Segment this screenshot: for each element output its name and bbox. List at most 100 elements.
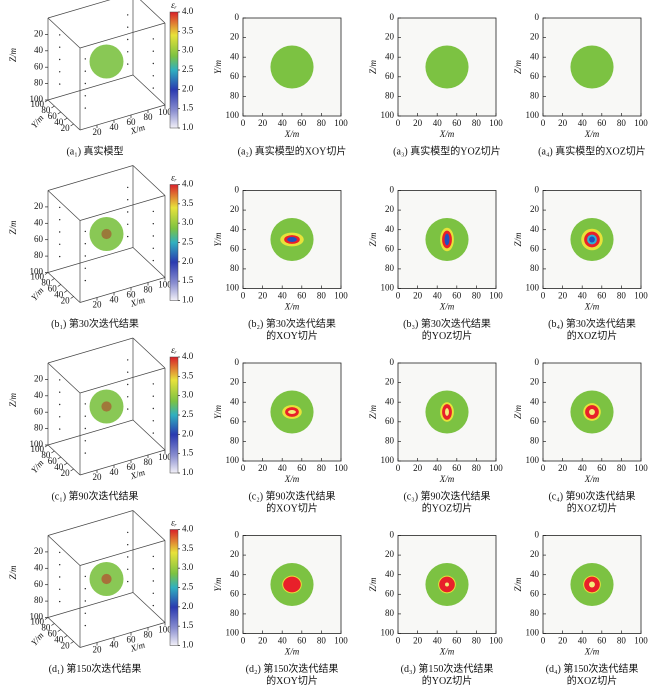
dot xyxy=(152,592,154,594)
dot xyxy=(84,452,87,454)
x-tick-label: 80 xyxy=(317,291,327,301)
x-tick-label: 40 xyxy=(278,463,288,473)
colorbar-label: εᵣ xyxy=(171,518,177,528)
x-tick-label: 40 xyxy=(433,636,443,646)
cube-edge xyxy=(47,247,134,273)
z-tick-label: 20 xyxy=(34,546,44,556)
y-tick-label: 40 xyxy=(530,396,540,406)
cube-edge xyxy=(47,362,81,394)
z-tick-label: 80 xyxy=(34,250,44,260)
x-tick-label: 40 xyxy=(578,291,588,301)
z-axis-label: Z/m xyxy=(8,48,18,63)
dot xyxy=(152,580,154,582)
caption: (c₃) 第90次迭代结果 xyxy=(403,489,490,502)
x-tick-label: 40 xyxy=(578,118,588,128)
x-tick-label: 40 xyxy=(433,291,443,301)
y-tick-label: 20 xyxy=(61,296,71,306)
cube-edge xyxy=(79,449,166,476)
x-tick-label: 80 xyxy=(617,118,627,128)
caption: (c₂) 第90次迭代结果 xyxy=(248,489,335,502)
z-tick-label: 60 xyxy=(34,61,44,71)
y-tick xyxy=(51,623,55,626)
x-tick-label: 20 xyxy=(413,636,423,646)
y-tick-label: 80 xyxy=(230,90,240,100)
y-tick-label: 100 xyxy=(526,455,540,465)
dot xyxy=(84,279,87,282)
x-axis-label: X/m xyxy=(584,129,600,139)
x-tick-label: 80 xyxy=(472,118,482,128)
y-tick-label: 0 xyxy=(535,12,540,22)
z-axis-label: Z/m xyxy=(8,565,18,580)
dot xyxy=(84,427,87,430)
x-tick-label: 60 xyxy=(297,291,307,301)
colorbar-tick-label: 1.5 xyxy=(182,448,194,458)
x-tick-label: 80 xyxy=(472,291,482,301)
dot xyxy=(127,14,129,16)
y-tick-label: 0 xyxy=(235,12,240,22)
cube-edge xyxy=(132,419,166,451)
x-tick-label: 20 xyxy=(413,291,423,301)
colorbar-tick-label: 2.5 xyxy=(182,409,194,419)
y-tick-label: 80 xyxy=(530,608,540,618)
dot xyxy=(59,206,61,209)
z-tick-label: 60 xyxy=(34,579,44,589)
cube-edge xyxy=(47,419,134,446)
y-tick-label: 80 xyxy=(41,105,51,115)
colorbar-tick-label: 2.0 xyxy=(182,83,194,93)
y-tick-label: 40 xyxy=(230,569,240,579)
x-tick-label: 60 xyxy=(127,290,137,300)
x-tick-label: 60 xyxy=(597,291,607,301)
colorbar-tick-label: 4.0 xyxy=(182,6,194,16)
caption: (b₄) 第30次迭代结果 xyxy=(548,317,636,330)
colorbar-tick-label: 1.0 xyxy=(182,640,194,650)
dot xyxy=(59,564,61,566)
x-axis-label: X/m xyxy=(128,467,146,481)
x-tick-label: 40 xyxy=(433,463,443,473)
sphere-core xyxy=(101,228,112,240)
dot xyxy=(59,58,61,61)
y-tick-label: 60 xyxy=(230,416,240,426)
x-tick-label: 20 xyxy=(258,118,268,128)
dot xyxy=(127,63,129,65)
x-tick-label: 20 xyxy=(93,300,103,310)
y-tick xyxy=(51,450,55,454)
x-axis-label: X/m xyxy=(128,294,146,308)
y-tick-label: 80 xyxy=(230,435,240,445)
colorbar xyxy=(169,11,179,129)
dot xyxy=(127,359,129,361)
dot xyxy=(59,71,61,73)
caption: 的XOY切片 xyxy=(266,329,318,342)
y-tick-label: 60 xyxy=(530,71,540,81)
cube-edge xyxy=(79,22,166,49)
y-tick-label: 60 xyxy=(530,588,540,598)
x-tick-label: 80 xyxy=(617,463,627,473)
dot xyxy=(59,428,61,430)
y-tick-label: 40 xyxy=(385,224,395,234)
y-tick xyxy=(44,444,49,448)
dot xyxy=(127,26,129,28)
z-tick-label: 20 xyxy=(34,373,44,383)
dot xyxy=(84,82,87,85)
y-tick-label: 60 xyxy=(385,71,395,81)
y-tick-label: 80 xyxy=(530,435,540,445)
x-tick-label: 100 xyxy=(634,291,648,301)
z-tick-label: 100 xyxy=(30,267,44,277)
y-tick xyxy=(64,462,68,466)
x-tick-label: 20 xyxy=(93,472,103,482)
dot xyxy=(84,70,87,72)
y-tick-label: 0 xyxy=(390,530,395,540)
y-axis-label: Y/m xyxy=(213,60,223,75)
x-tick-label: 100 xyxy=(634,463,648,473)
x-tick-label: 100 xyxy=(158,107,172,117)
x-tick-label: 80 xyxy=(617,291,627,301)
dot xyxy=(152,87,154,89)
caption: (b₁) 第30次迭代结果 xyxy=(51,317,139,330)
y-tick-label: 40 xyxy=(385,51,395,61)
x-tick-label: 0 xyxy=(241,291,246,301)
z-axis-label: Z/m xyxy=(8,220,18,235)
cube-edge xyxy=(132,74,166,106)
x-tick-label: 40 xyxy=(578,636,588,646)
caption: (d₁) 第150次迭代结果 xyxy=(49,662,142,675)
z-tick-label: 20 xyxy=(34,201,44,211)
x-tick-label: 0 xyxy=(396,118,401,128)
